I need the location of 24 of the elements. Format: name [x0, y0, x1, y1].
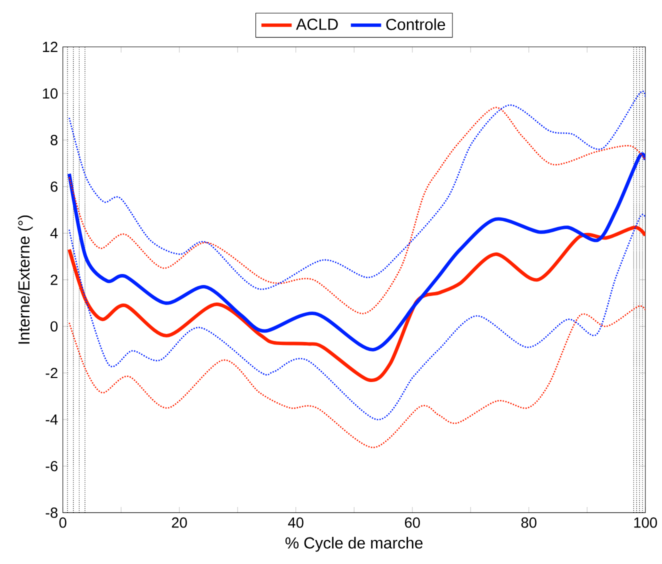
x-tick-label: 0	[59, 518, 66, 528]
x-tick-label: 100	[634, 518, 657, 528]
y-tick-label: -4	[46, 414, 58, 425]
y-tick-label: 8	[50, 135, 58, 146]
y-tick-label: -6	[46, 461, 58, 472]
line-series	[68, 106, 646, 314]
y-tick-label: 2	[50, 274, 58, 286]
legend-label: ACLD	[296, 18, 338, 30]
x-tick-label: 20	[172, 518, 187, 528]
x-tick-label: 80	[521, 518, 536, 528]
y-tick-label: 0	[50, 321, 58, 332]
y-tick-label: -2	[46, 368, 58, 378]
y-tick-label: -8	[46, 508, 58, 518]
x-tick-label: 40	[288, 518, 304, 528]
y-axis-title: Interne/Externe (°)	[18, 216, 33, 344]
y-tick-label: 6	[50, 182, 58, 192]
y-tick-label: 10	[42, 88, 58, 99]
y-tick-label: 4	[50, 228, 58, 238]
line-series	[68, 306, 646, 448]
line-series	[68, 226, 646, 382]
y-tick-label: 12	[42, 42, 58, 52]
x-axis-title: % Cycle de marche	[285, 537, 423, 552]
legend-label: Controle	[386, 18, 446, 30]
x-tick-label: 60	[404, 518, 420, 528]
